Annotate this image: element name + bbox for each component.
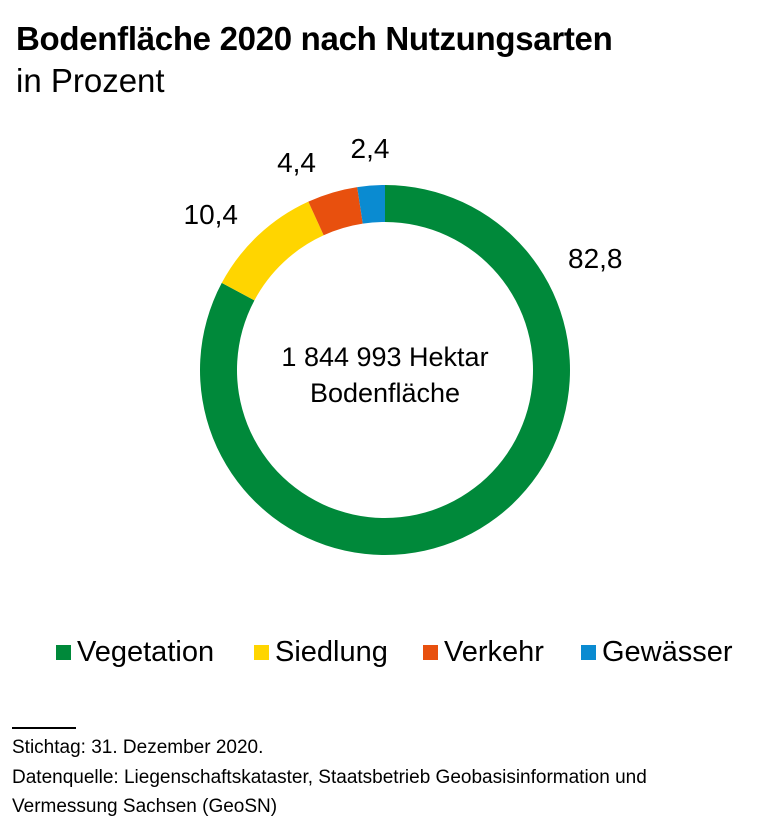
legend-item-verkehr: Verkehr (423, 636, 544, 669)
value-label-verkehr: 4,4 (277, 147, 316, 178)
legend-swatch (423, 645, 438, 660)
donut-chart: 82,8 10,4 4,4 2,4 1 844 993 Hektar Bodenflä… (184, 133, 623, 555)
legend-swatch (254, 645, 269, 660)
footer-source-line1: Datenquelle: Liegenschaftskataster, Staa… (12, 767, 647, 788)
footer-divider (12, 727, 76, 729)
value-label-siedlung: 10,4 (184, 199, 239, 230)
legend-swatch (581, 645, 596, 660)
legend-item-vegetation: Vegetation (56, 636, 214, 669)
donut-slice-gewässer (357, 185, 385, 224)
center-label-line1: 1 844 993 Hektar (281, 342, 488, 372)
footer-source-line2: Vermessung Sachsen (GeoSN) (12, 796, 278, 817)
legend-label: Gewässer (602, 636, 733, 668)
legend-item-siedlung: Siedlung (254, 636, 388, 669)
value-label-vegetation: 82,8 (568, 243, 623, 274)
center-label-line2: Bodenfläche (310, 378, 460, 408)
chart-subtitle: in Prozent (16, 62, 165, 99)
value-labels: 82,8 10,4 4,4 2,4 (184, 133, 623, 274)
legend-item-gewaesser: Gewässer (581, 636, 733, 669)
footer-stichtag: Stichtag: 31. Dezember 2020. (12, 737, 264, 758)
donut-slice-verkehr (308, 187, 363, 236)
donut-slice-siedlung (221, 201, 324, 301)
donut-slices (200, 185, 570, 555)
legend-label: Verkehr (444, 636, 544, 668)
chart-title: Bodenfläche 2020 nach Nutzungsarten (16, 20, 613, 57)
legend: Vegetation Siedlung Verkehr Gewässer (0, 636, 780, 676)
legend-swatch (56, 645, 71, 660)
legend-label: Vegetation (77, 636, 215, 668)
legend-label: Siedlung (275, 636, 388, 668)
value-label-gewässer: 2,4 (351, 133, 390, 164)
